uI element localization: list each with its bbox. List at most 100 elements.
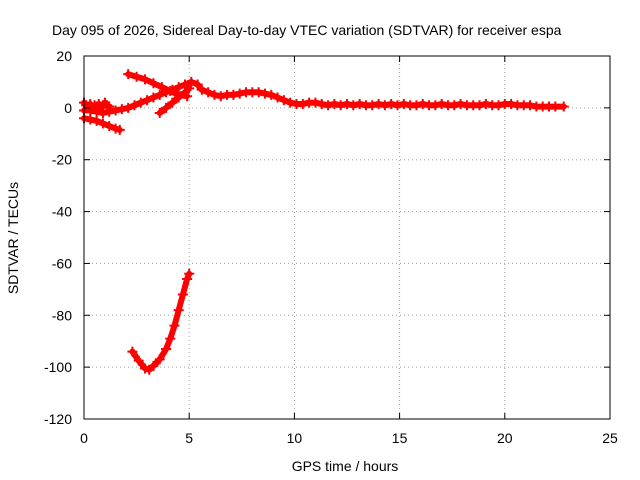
y-axis-label: SDTVAR / TECUs (5, 182, 21, 294)
data-point (209, 89, 220, 100)
x-tick-labels: 0 5 10 15 20 25 (80, 430, 618, 446)
series-layer (79, 69, 569, 375)
data-point (116, 104, 127, 115)
data-point (102, 100, 113, 111)
y-tick-label: 20 (56, 48, 72, 64)
series-dip-track (127, 268, 195, 375)
grid (84, 56, 610, 419)
data-point (148, 360, 159, 371)
data-point (455, 98, 466, 109)
x-tick-label: 20 (497, 430, 513, 446)
data-point (173, 92, 184, 103)
data-point (186, 76, 197, 87)
data-point (129, 100, 140, 111)
data-point (278, 95, 289, 106)
ticks (83, 55, 611, 420)
data-point (480, 98, 491, 109)
series-lower-branch (79, 113, 125, 135)
data-point (154, 354, 165, 365)
data-point (558, 101, 569, 112)
data-point (316, 98, 327, 109)
data-point (234, 88, 245, 99)
data-point (367, 100, 378, 111)
data-point (272, 92, 283, 103)
y-tick-label: -100 (44, 359, 72, 375)
data-point (373, 98, 384, 109)
series-main-track (79, 76, 569, 119)
data-point (379, 100, 390, 111)
data-point (161, 343, 172, 354)
y-tick-label: -20 (52, 152, 72, 168)
data-point (184, 83, 195, 94)
data-point (323, 100, 334, 111)
data-point (215, 91, 226, 102)
data-point (156, 82, 167, 93)
data-point (436, 98, 447, 109)
x-tick-label: 0 (80, 430, 88, 446)
x-axis-label: GPS time / hours (292, 458, 399, 474)
data-point (142, 95, 153, 106)
data-point (342, 98, 352, 109)
data-point (91, 115, 102, 126)
data-point (550, 101, 561, 112)
chart-title: Day 095 of 2026, Sidereal Day-to-day VTE… (52, 22, 562, 38)
x-tick-label: 5 (185, 430, 193, 446)
data-point (140, 74, 151, 85)
data-point (259, 88, 270, 99)
data-point (104, 101, 115, 112)
data-point (154, 89, 165, 100)
data-point (161, 102, 172, 113)
data-point (114, 124, 125, 135)
data-point (392, 100, 403, 111)
data-point (135, 97, 146, 108)
series-short-rise (154, 83, 195, 119)
x-tick-label: 25 (602, 430, 618, 446)
data-point (417, 98, 428, 109)
data-point (148, 78, 159, 89)
data-point (123, 69, 134, 80)
data-point (449, 100, 460, 111)
data-point (196, 84, 207, 95)
series-line (129, 270, 193, 373)
data-point (169, 320, 180, 331)
data-point (203, 87, 214, 98)
data-point (285, 97, 296, 108)
data-point (525, 100, 536, 111)
data-point (266, 89, 277, 100)
data-point (184, 268, 195, 279)
y-tick-label: -60 (52, 255, 72, 271)
data-point (348, 100, 359, 111)
data-point (430, 100, 441, 111)
data-point (228, 89, 239, 100)
x-tick-label: 10 (287, 430, 303, 446)
data-point (386, 98, 397, 109)
data-point (177, 289, 188, 300)
data-point (173, 305, 184, 316)
data-point (182, 273, 193, 284)
data-point (310, 97, 321, 108)
data-point (398, 98, 409, 109)
data-point (335, 100, 346, 111)
data-point (154, 108, 165, 119)
data-point (133, 355, 144, 366)
data-point (474, 100, 485, 111)
x-tick-label: 15 (392, 430, 408, 446)
data-point (354, 98, 365, 109)
data-point (123, 102, 134, 113)
plot-frame (83, 55, 611, 420)
y-tick-label: -120 (44, 411, 72, 427)
data-point (104, 121, 115, 132)
data-point (97, 118, 108, 129)
data-point (127, 346, 138, 357)
data-point (506, 98, 517, 109)
data-point (165, 333, 176, 344)
data-point (411, 100, 422, 111)
data-point (85, 114, 96, 125)
data-point (192, 79, 203, 90)
data-point (148, 92, 159, 103)
data-point (297, 98, 308, 109)
data-point (165, 86, 176, 97)
data-point (131, 71, 142, 82)
data-point (493, 100, 504, 111)
